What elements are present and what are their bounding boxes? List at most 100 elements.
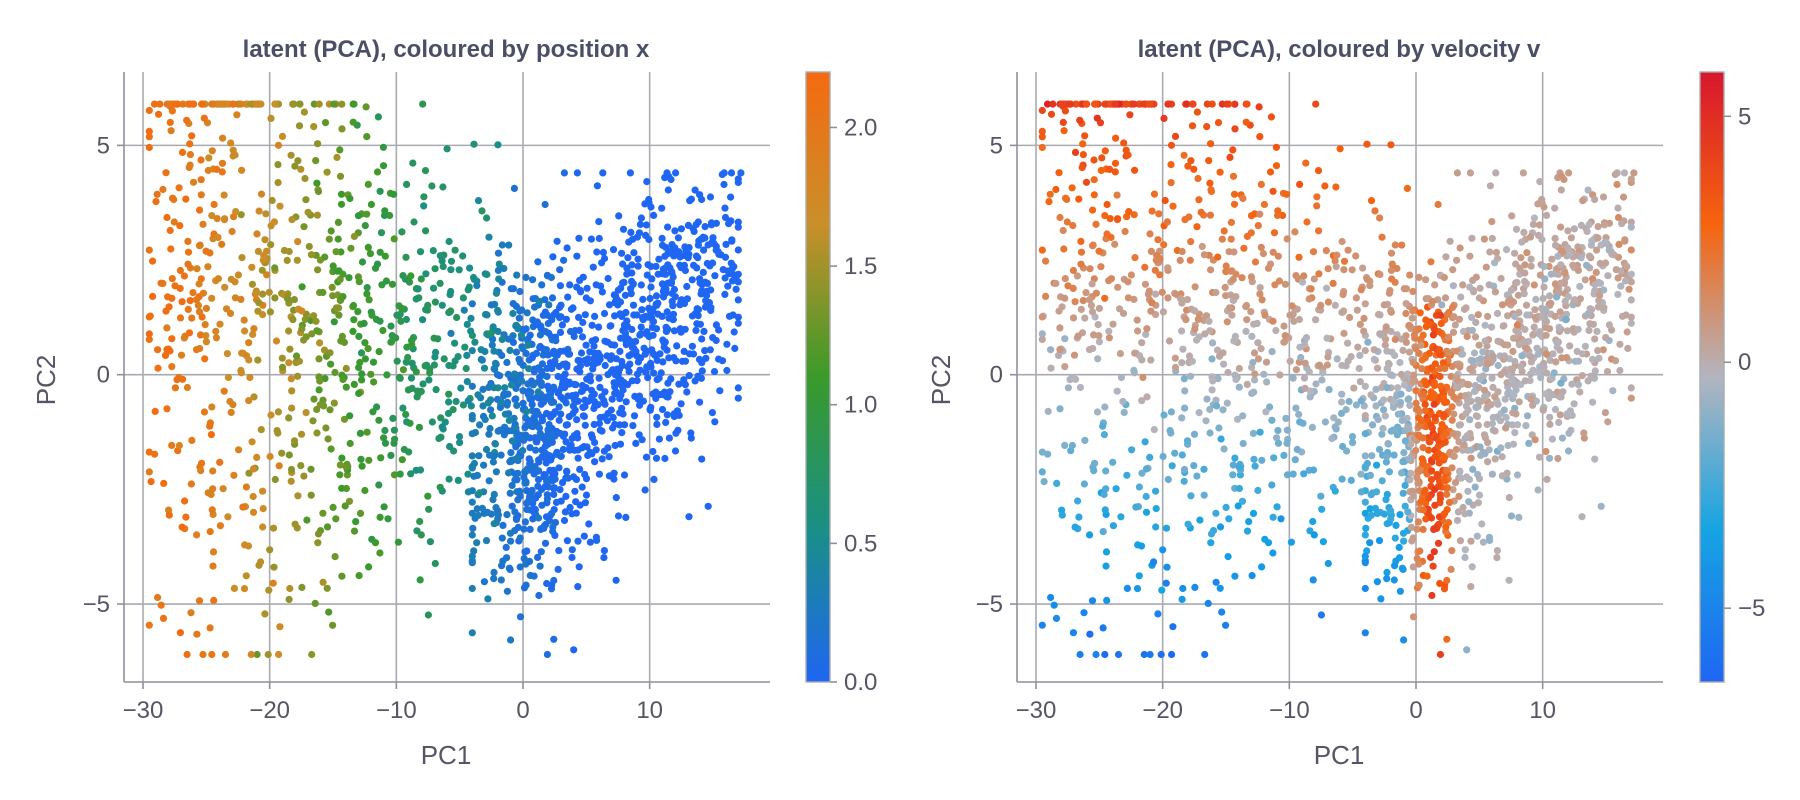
scatter-point: [1059, 226, 1067, 235]
scatter-point: [683, 388, 691, 396]
scatter-point: [445, 475, 453, 483]
scatter-point: [1181, 387, 1189, 395]
scatter-point: [675, 411, 683, 419]
scatter-point: [619, 260, 627, 268]
scatter-point: [1413, 473, 1421, 481]
scatter-point: [734, 175, 742, 183]
scatter-point: [438, 423, 446, 431]
scatter-point: [380, 503, 388, 511]
scatter-point: [1566, 342, 1574, 350]
scatter-point: [508, 437, 516, 445]
scatter-point: [1522, 422, 1530, 430]
scatter-point: [556, 282, 565, 290]
scatter-point: [1077, 248, 1086, 256]
scatter-point: [1415, 431, 1423, 439]
scatter-point: [658, 312, 666, 320]
scatter-point: [1176, 295, 1185, 303]
scatter-point: [334, 218, 342, 226]
scatter-point: [1563, 354, 1571, 362]
scatter-point: [334, 235, 342, 243]
scatter-point: [1113, 387, 1121, 395]
scatter-point: [1381, 412, 1389, 420]
scatter-point: [1486, 248, 1494, 256]
scatter-point: [1591, 455, 1599, 463]
scatter-point: [1261, 311, 1269, 319]
scatter-point: [278, 354, 286, 362]
scatter-point: [490, 347, 498, 355]
scatter-point: [384, 515, 392, 523]
scatter-point: [1190, 430, 1199, 438]
scatter-point: [1415, 325, 1423, 333]
scatter-point: [1367, 511, 1375, 519]
scatter-point: [1623, 262, 1631, 271]
scatter-point: [1564, 447, 1573, 455]
scatter-point: [658, 280, 667, 288]
scatter-point: [1309, 466, 1318, 474]
scatter-point: [583, 284, 591, 292]
scatter-point: [587, 431, 596, 439]
scatter-point: [199, 220, 207, 228]
y-tick-label: −5: [83, 591, 110, 618]
scatter-point: [1090, 467, 1098, 475]
scatter-point: [1047, 346, 1055, 354]
scatter-point: [500, 264, 508, 273]
scatter-point: [214, 233, 222, 241]
colorbar-tick-label: 0.0: [844, 669, 877, 696]
scatter-point: [145, 335, 153, 343]
scatter-point: [1498, 301, 1507, 309]
scatter-point: [1102, 548, 1111, 556]
scatter-point: [681, 357, 690, 365]
scatter-point: [1269, 513, 1277, 521]
scatter-point: [707, 304, 715, 312]
scatter-point: [628, 277, 636, 285]
scatter-point: [716, 387, 724, 395]
scatter-point: [494, 141, 502, 149]
scatter-point: [681, 325, 689, 333]
scatter-point: [655, 255, 663, 263]
scatter-point: [286, 345, 294, 353]
scatter-point: [1546, 413, 1554, 421]
scatter-point: [1451, 321, 1459, 329]
scatter-point: [166, 118, 174, 126]
scatter-point: [1272, 326, 1280, 335]
scatter-point: [1501, 395, 1509, 403]
scatter-point: [1171, 354, 1179, 362]
scatter-point: [1396, 554, 1404, 562]
scatter-point: [202, 338, 210, 346]
scatter-point: [1235, 364, 1243, 373]
scatter-point: [532, 438, 540, 446]
scatter-point: [507, 636, 515, 644]
scatter-point: [560, 256, 568, 264]
scatter-point: [402, 315, 410, 324]
scatter-point: [1333, 355, 1341, 363]
scatter-point: [1222, 503, 1230, 511]
scatter-point: [1556, 346, 1564, 354]
scatter-point: [1527, 255, 1535, 263]
scatter-point: [653, 413, 661, 421]
scatter-point: [1122, 100, 1131, 108]
scatter-point: [1176, 256, 1184, 264]
scatter-point: [1193, 472, 1201, 480]
scatter-point: [1512, 225, 1521, 233]
scatter-point: [376, 248, 384, 256]
scatter-point: [1383, 568, 1391, 577]
scatter-point: [208, 650, 216, 659]
scatter-point: [699, 268, 707, 276]
scatter-point: [226, 397, 234, 406]
scatter-point: [374, 113, 382, 121]
scatter-point: [532, 494, 540, 502]
scatter-point: [1208, 355, 1216, 363]
scatter-point: [698, 195, 706, 204]
scatter-point: [538, 453, 546, 461]
scatter-point: [670, 327, 679, 335]
scatter-point: [1314, 167, 1323, 175]
scatter-point: [1123, 471, 1131, 479]
scatter-point: [1138, 356, 1146, 364]
scatter-point: [1271, 281, 1279, 289]
scatter-point: [694, 372, 702, 380]
scatter-point: [1076, 116, 1084, 124]
scatter-point: [1090, 191, 1098, 199]
scatter-point: [485, 383, 493, 391]
scatter-point: [557, 313, 565, 321]
scatter-point: [1453, 256, 1461, 264]
